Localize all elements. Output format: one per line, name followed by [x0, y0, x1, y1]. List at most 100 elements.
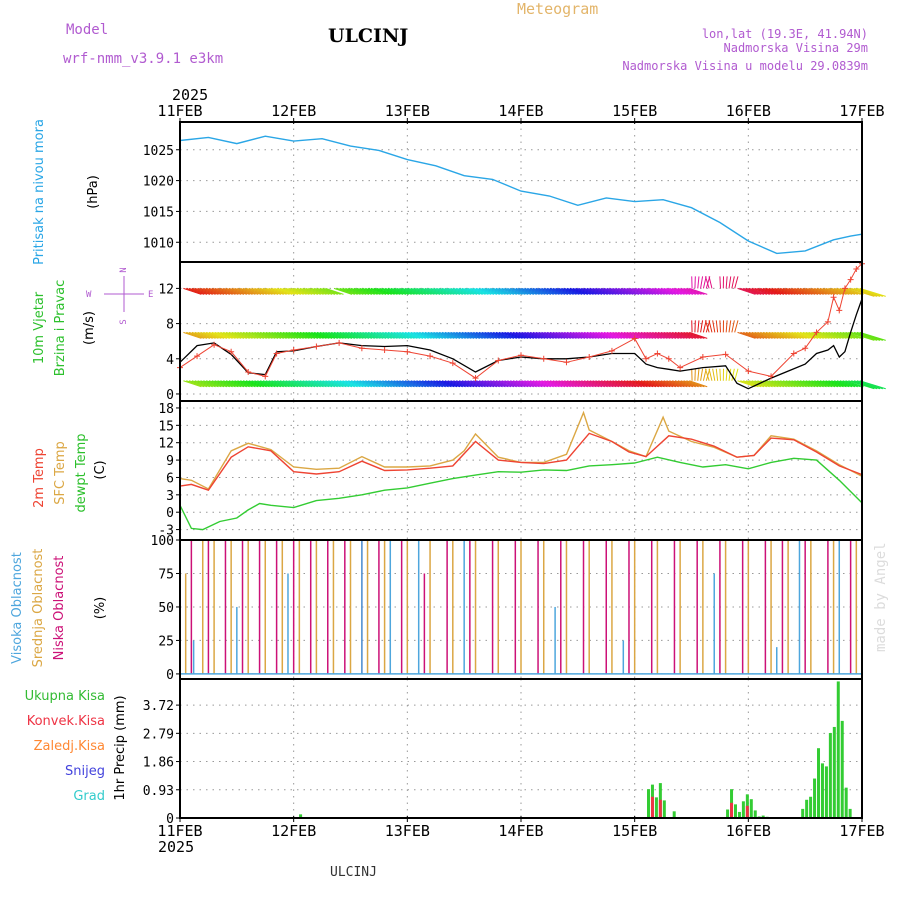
temp-unit: (C)	[93, 460, 108, 479]
plot-area: 101010151020102504812-303691215180255075…	[143, 102, 886, 840]
watermark: made by Angel	[873, 542, 889, 652]
wind-barb	[709, 320, 712, 332]
wind-gust-marker	[450, 360, 456, 366]
convective-rain-bar	[746, 806, 749, 818]
x-tick-label-bottom: 11FEB	[157, 822, 202, 840]
wind-barb	[716, 320, 717, 332]
model-elevation: Nadmorska Visina u modelu 29.0839m	[622, 59, 868, 73]
precip-unit: 1hr Precip (mm)	[113, 695, 128, 800]
y-tick-label: 0	[166, 388, 174, 403]
total-rain-bar	[829, 733, 832, 818]
y-tick-label: 15	[158, 419, 174, 434]
wind-speed-line	[180, 299, 862, 389]
wind-barb	[709, 276, 712, 288]
wind-barb	[726, 320, 727, 332]
total-rain-bar	[817, 748, 820, 818]
x-tick-label-bottom: 17FEB	[839, 822, 884, 840]
total-rain-bar	[754, 810, 757, 818]
y-tick-label: 3	[166, 489, 174, 504]
convective-rain-bar	[659, 800, 662, 818]
wind-gust-marker	[427, 353, 433, 359]
total-rain-bar	[742, 801, 745, 818]
wind-barb	[726, 276, 727, 288]
total-rain-bar	[849, 809, 852, 818]
y-tick-label: 0	[166, 668, 174, 683]
x-tick-label-top: 16FEB	[726, 102, 771, 120]
wind-gust-marker	[836, 307, 842, 313]
wind-gust-marker	[848, 277, 854, 283]
legend-north: N	[119, 267, 129, 272]
wind-gust-marker	[643, 356, 649, 362]
y-tick-label: 75	[158, 567, 174, 582]
wind-gust-marker	[291, 347, 297, 353]
temp2m-side-label: 2m Temp	[32, 448, 47, 508]
wind-barb	[726, 369, 727, 381]
wind-barb	[720, 276, 721, 288]
total-rain-bar	[663, 800, 666, 818]
total-rain-bar	[833, 727, 836, 818]
wind-barb	[701, 369, 703, 381]
temp2m-line	[180, 433, 862, 490]
wind-barb	[698, 369, 699, 381]
wind-gust-marker	[194, 353, 200, 359]
x-tick-label-top: 11FEB	[157, 102, 202, 120]
x-tick-label-bottom: 13FEB	[385, 822, 430, 840]
wind-barb	[720, 320, 721, 332]
y-tick-label: 100	[151, 534, 174, 549]
total-rain-bar	[825, 766, 828, 818]
wind-barb	[732, 276, 735, 288]
x-tick-label-bottom: 16FEB	[726, 822, 771, 840]
footer-station: ULCINJ	[330, 865, 377, 880]
wind-barb	[713, 369, 715, 381]
legend-convective: Konvek.Kisa	[27, 714, 105, 729]
wind-barb	[732, 320, 735, 332]
y-tick-label: 50	[158, 601, 174, 616]
legend-west: W	[86, 290, 92, 300]
y-tick-label: 1.86	[143, 756, 174, 771]
y-tick-label: 12	[158, 282, 174, 297]
y-tick-label: 25	[158, 634, 174, 649]
wind-gust-marker	[404, 349, 410, 355]
y-tick-label: 0.93	[143, 784, 174, 799]
pressure-side-label: Pritisak na nivou mora	[32, 119, 47, 265]
y-tick-label: 1010	[143, 236, 174, 251]
y-tick-label: 3.72	[143, 699, 174, 714]
low-cloud-side-label: Niska Oblacnost	[52, 556, 67, 661]
x-tick-label-top: 15FEB	[612, 102, 657, 120]
total-rain-bar	[801, 809, 804, 818]
wind-side-label-1: 10m Vjetar	[32, 291, 47, 364]
convective-rain-bar	[730, 803, 733, 818]
total-rain-bar	[655, 797, 658, 818]
legend-total-rain: Ukupna Kisa	[25, 689, 105, 704]
meteogram-label: Meteogram	[517, 0, 598, 18]
wind-barb	[735, 276, 738, 288]
y-tick-label: 1020	[143, 175, 174, 190]
wind-barb	[713, 320, 715, 332]
dewpt-side-label: dewpt Temp	[74, 433, 89, 512]
wind-gust-marker	[541, 356, 547, 362]
y-tick-label: 6	[166, 471, 174, 486]
wind-side-label-2: Brzina i Pravac	[53, 280, 68, 377]
y-tick-label: 18	[158, 402, 174, 417]
x-tick-label-bottom: 15FEB	[612, 822, 657, 840]
total-rain-bar	[813, 779, 816, 818]
y-tick-label: 1015	[143, 205, 174, 220]
x-tick-label-bottom: 14FEB	[498, 822, 543, 840]
wind-barb	[701, 320, 703, 332]
x-tick-label-top: 12FEB	[271, 102, 316, 120]
year-bottom: 2025	[158, 838, 194, 856]
wind-barb	[716, 369, 717, 381]
y-tick-label: 2.79	[143, 727, 174, 742]
legend-east: E	[148, 290, 153, 300]
x-tick-label-top: 13FEB	[385, 102, 430, 120]
total-rain-bar	[647, 789, 650, 818]
wind-barb	[709, 369, 712, 381]
total-rain-bar	[809, 797, 812, 818]
station-title: ULCINJ	[328, 25, 408, 47]
wind-barb	[729, 320, 731, 332]
total-rain-bar	[821, 763, 824, 818]
wind-gust-marker	[563, 359, 569, 365]
wind-gust-marker	[654, 350, 660, 356]
